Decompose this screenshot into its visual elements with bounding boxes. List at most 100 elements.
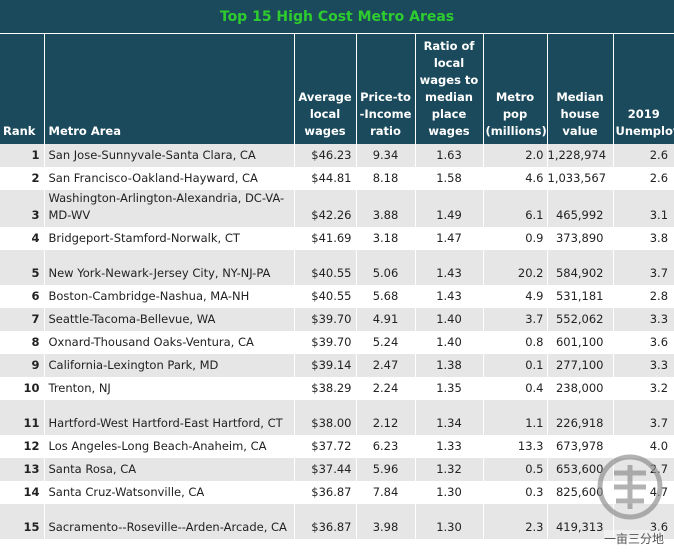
cell-metro: Bridgeport-Stamford-Norwalk, CT bbox=[43, 227, 294, 250]
cell-price-income: 3.98 bbox=[355, 504, 415, 539]
cell-pop: 1.1 bbox=[482, 400, 547, 435]
cell-house: 277,100 bbox=[546, 354, 613, 377]
cell-house: 1,228,974 bbox=[546, 144, 613, 167]
cell-pop: 0.4 bbox=[482, 377, 547, 400]
cell-wages: $39.70 bbox=[293, 331, 356, 354]
table-row: 3 Washington-Arlington-Alexandria, DC-VA-… bbox=[0, 190, 674, 227]
table-row: 10 Trenton, NJ $38.29 2.24 1.35 0.4 238,000 3.2 bbox=[0, 377, 674, 400]
cell-metro: Santa Rosa, CA bbox=[43, 458, 294, 481]
cell-rank: 4 bbox=[0, 227, 44, 250]
cell-pop: 2.0 bbox=[482, 144, 547, 167]
cell-unemp: 4.0 bbox=[612, 435, 674, 458]
cell-rank: 1 bbox=[0, 144, 44, 167]
cell-rank: 14 bbox=[0, 481, 44, 504]
table-row: 1 San Jose-Sunnyvale-Santa Clara, CA $46.2… bbox=[0, 144, 674, 167]
cell-price-income: 7.84 bbox=[355, 481, 415, 504]
cell-unemp: 2.8 bbox=[612, 285, 674, 308]
cell-rank: 15 bbox=[0, 504, 44, 539]
cell-pop: 0.1 bbox=[482, 354, 547, 377]
cell-metro: Washington-Arlington-Alexandria, DC-VA-M… bbox=[43, 190, 294, 227]
cell-pop: 0.3 bbox=[482, 481, 547, 504]
cell-house: 552,062 bbox=[546, 308, 613, 331]
cell-rank: 11 bbox=[0, 400, 44, 435]
cell-price-income: 6.23 bbox=[355, 435, 415, 458]
cell-wages: $40.55 bbox=[293, 250, 356, 285]
cell-ratio-wages: 1.47 bbox=[414, 227, 483, 250]
cell-price-income: 4.91 bbox=[355, 308, 415, 331]
cell-rank: 8 bbox=[0, 331, 44, 354]
table-row: 12 Los Angeles-Long Beach-Anaheim, CA $37.… bbox=[0, 435, 674, 458]
cell-price-income: 2.47 bbox=[355, 354, 415, 377]
col-header-house: Median house value bbox=[546, 33, 613, 144]
cell-ratio-wages: 1.40 bbox=[414, 331, 483, 354]
cell-wages: $37.72 bbox=[293, 435, 356, 458]
table-row: 2 San Francisco-Oakland-Hayward, CA $44.81… bbox=[0, 167, 674, 190]
cell-unemp: 2.6 bbox=[612, 144, 674, 167]
cell-rank: 10 bbox=[0, 377, 44, 400]
cell-unemp: 3.2 bbox=[612, 377, 674, 400]
cell-price-income: 8.18 bbox=[355, 167, 415, 190]
cell-wages: $38.00 bbox=[293, 400, 356, 435]
header-row: Rank Metro Area Average local wages Pric… bbox=[0, 33, 674, 144]
table-row: 11 Hartford-West Hartford-East Hartford, … bbox=[0, 400, 674, 435]
cell-house: 601,100 bbox=[546, 331, 613, 354]
cell-ratio-wages: 1.30 bbox=[414, 481, 483, 504]
table-row: 9 California-Lexington Park, MD $39.14 2.47… bbox=[0, 354, 674, 377]
cell-pop: 0.5 bbox=[482, 458, 547, 481]
cell-unemp: 4.7 bbox=[612, 481, 674, 504]
cell-ratio-wages: 1.49 bbox=[414, 190, 483, 227]
table-row: 4 Bridgeport-Stamford-Norwalk, CT $41.69 3.… bbox=[0, 227, 674, 250]
cell-wages: $37.44 bbox=[293, 458, 356, 481]
table-row: 5 New York-Newark-Jersey City, NY-NJ-PA $4… bbox=[0, 250, 674, 285]
cell-rank: 3 bbox=[0, 190, 44, 227]
cell-house: 653,600 bbox=[546, 458, 613, 481]
cell-ratio-wages: 1.32 bbox=[414, 458, 483, 481]
cell-metro: Seattle-Tacoma-Bellevue, WA bbox=[43, 308, 294, 331]
cell-price-income: 2.24 bbox=[355, 377, 415, 400]
col-header-rank: Rank bbox=[0, 33, 44, 144]
cell-price-income: 5.24 bbox=[355, 331, 415, 354]
cell-wages: $36.87 bbox=[293, 504, 356, 539]
cell-house: 531,181 bbox=[546, 285, 613, 308]
col-header-metro: Metro Area bbox=[43, 33, 294, 144]
cell-wages: $44.81 bbox=[293, 167, 356, 190]
cell-wages: $46.23 bbox=[293, 144, 356, 167]
cell-unemp: 2.7 bbox=[612, 458, 674, 481]
cell-metro: Hartford-West Hartford-East Hartford, CT bbox=[43, 400, 294, 435]
cell-ratio-wages: 1.34 bbox=[414, 400, 483, 435]
cell-metro: Santa Cruz-Watsonville, CA bbox=[43, 481, 294, 504]
cell-rank: 9 bbox=[0, 354, 44, 377]
cell-rank: 6 bbox=[0, 285, 44, 308]
cell-price-income: 9.34 bbox=[355, 144, 415, 167]
cell-price-income: 5.96 bbox=[355, 458, 415, 481]
col-header-ratio-wages: Ratio of local wages to median place wag… bbox=[414, 33, 483, 144]
cell-metro: Trenton, NJ bbox=[43, 377, 294, 400]
cell-price-income: 3.18 bbox=[355, 227, 415, 250]
table-row: 15 Sacramento--Roseville--Arden-Arcade, C… bbox=[0, 504, 674, 539]
cell-house: 673,978 bbox=[546, 435, 613, 458]
cell-rank: 13 bbox=[0, 458, 44, 481]
cell-house: 465,992 bbox=[546, 190, 613, 227]
cell-unemp: 3.3 bbox=[612, 308, 674, 331]
cell-ratio-wages: 1.43 bbox=[414, 285, 483, 308]
cell-pop: 4.6 bbox=[482, 167, 547, 190]
cell-wages: $39.14 bbox=[293, 354, 356, 377]
table-row: 13 Santa Rosa, CA $37.44 5.96 1.32 0.5 653,600… bbox=[0, 458, 674, 481]
cell-metro: Oxnard-Thousand Oaks-Ventura, CA bbox=[43, 331, 294, 354]
cell-wages: $41.69 bbox=[293, 227, 356, 250]
cell-wages: $42.26 bbox=[293, 190, 356, 227]
cell-metro: Sacramento--Roseville--Arden-Arcade, CA bbox=[43, 504, 294, 539]
cell-metro: San Jose-Sunnyvale-Santa Clara, CA bbox=[43, 144, 294, 167]
col-header-unemp: 2019 Unemployment bbox=[612, 33, 674, 144]
cell-house: 238,000 bbox=[546, 377, 613, 400]
cell-ratio-wages: 1.40 bbox=[414, 308, 483, 331]
cell-pop: 2.3 bbox=[482, 504, 547, 539]
metro-table: Top 15 High Cost Metro Areas Rank Metro … bbox=[0, 0, 674, 539]
cell-unemp: 3.6 bbox=[612, 331, 674, 354]
cell-price-income: 2.12 bbox=[355, 400, 415, 435]
col-header-wages: Average local wages bbox=[293, 33, 356, 144]
cell-house: 226,918 bbox=[546, 400, 613, 435]
cell-house: 825,600 bbox=[546, 481, 613, 504]
cell-ratio-wages: 1.58 bbox=[414, 167, 483, 190]
